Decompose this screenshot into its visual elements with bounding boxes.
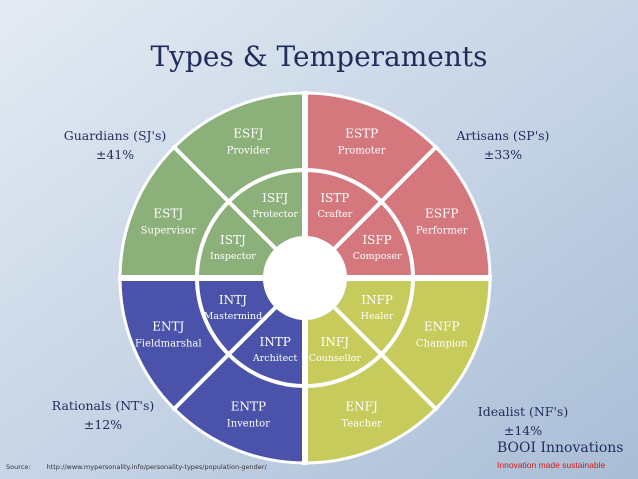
type-code-isfj: ISFJ [262,191,288,205]
artisans-percentage: ±33% [483,147,523,162]
type-code-enfj: ENFJ [345,400,378,414]
type-code-entj: ENTJ [152,320,184,334]
artisans-name: Artisans (SP's) [456,128,550,143]
type-role-estp: Promoter [338,145,386,156]
type-code-infj: INFJ [321,335,350,349]
center-circle [263,236,347,320]
source-url: http://www.mypersonality.info/personalit… [46,463,267,471]
idealists-percentage: ±14% [503,423,543,438]
type-role-istj: Inspector [210,251,256,262]
brand-tagline: Innovation made sustainable [497,460,606,470]
type-code-istp: ISTP [320,191,349,205]
radial-divider [333,306,439,412]
temperament-wheel: ESFJ Provider ESTP Promoter ESFP Performer ENF… [118,91,492,465]
type-code-entp: ENTP [231,400,266,414]
source-label: Source: [6,463,31,471]
type-role-estj: Supervisor [141,225,196,236]
type-code-intp: INTP [259,335,290,349]
idealists-name: Idealist (NF's) [477,404,569,419]
brand-name: BOOI Innovations [497,440,624,456]
type-role-isfp: Composer [353,251,402,262]
type-code-infp: INFP [361,293,393,307]
type-role-enfj: Teacher [341,419,382,430]
rationals-percentage: ±12% [83,417,123,432]
type-role-entj: Fieldmarshal [135,339,202,350]
radial-divider [171,144,277,250]
group-label-guardians: Guardians (SJ's) ±41% [50,126,180,164]
radial-divider [171,306,277,412]
type-role-intp: Architect [252,353,298,364]
type-role-infp: Healer [361,311,394,322]
type-code-esfj: ESFJ [233,126,263,140]
rationals-name: Rationals (NT's) [51,398,155,413]
type-code-istj: ISTJ [220,233,246,247]
type-role-istp: Crafter [317,209,352,220]
type-code-intj: INTJ [219,293,247,307]
type-code-estj: ESTJ [153,206,183,220]
type-role-enfp: Champion [416,339,468,350]
guardians-percentage: ±41% [95,147,135,162]
type-role-intj: Mastermind [204,311,263,322]
type-code-isfp: ISFP [362,233,391,247]
type-code-estp: ESTP [345,126,378,140]
group-label-idealists: Idealist (NF's) ±14% [458,402,588,440]
group-label-rationals: Rationals (NT's) ±12% [38,396,168,434]
guardians-name: Guardians (SJ's) [63,128,167,143]
page-title: Types & Temperaments [150,40,488,73]
source-citation: Source: http://www.mypersonality.info/pe… [6,463,267,471]
type-code-esfp: ESFP [425,206,458,220]
type-code-enfp: ENFP [424,320,460,334]
type-role-esfj: Provider [227,145,271,156]
type-role-infj: Counsellor [309,353,362,364]
group-label-artisans: Artisans (SP's) ±33% [438,126,568,164]
type-role-esfp: Performer [416,225,468,236]
radial-divider [333,144,439,250]
type-role-entp: Inventor [227,419,270,430]
type-role-isfj: Protector [252,209,298,220]
wheel-rim [118,91,492,465]
